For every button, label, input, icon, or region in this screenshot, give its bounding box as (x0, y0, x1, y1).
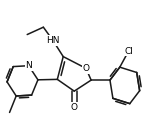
Text: O: O (71, 103, 78, 112)
Text: O: O (82, 64, 90, 73)
Text: HN: HN (46, 36, 60, 45)
Text: Cl: Cl (124, 46, 133, 56)
Text: N: N (25, 61, 32, 70)
